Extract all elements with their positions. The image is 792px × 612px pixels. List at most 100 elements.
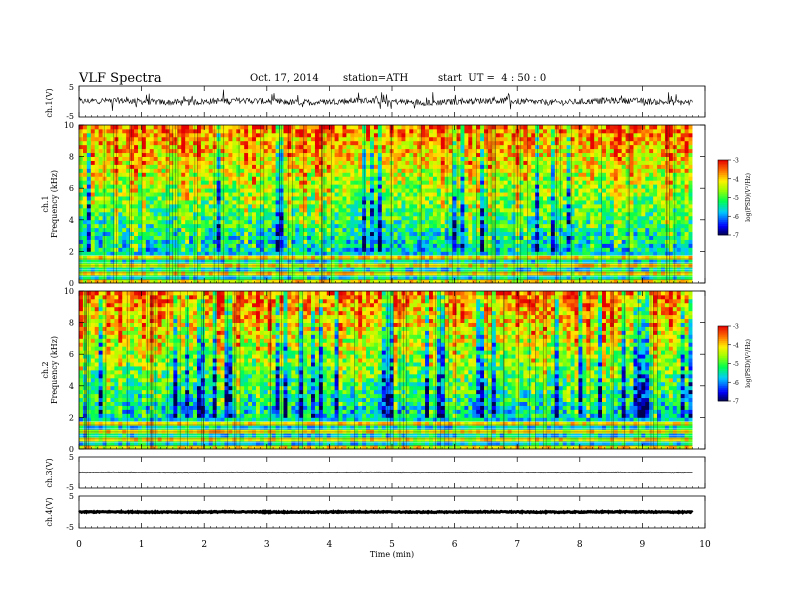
spectrogram-cell (240, 148, 245, 154)
spectrogram-cell (377, 227, 383, 233)
spectrogram-cell (236, 176, 241, 181)
spectrogram-cell (562, 235, 568, 240)
spectrogram-cell (346, 200, 351, 205)
spectrogram-cell (550, 156, 556, 161)
spectrogram-cell (413, 207, 418, 213)
spectrogram-cell (519, 200, 524, 205)
spectrogram-cell (149, 176, 155, 181)
spectrogram-cell (295, 219, 300, 225)
spectrogram-cell (275, 243, 280, 248)
spectrogram-cell (326, 271, 332, 276)
spectrogram-cell (94, 211, 100, 217)
spectrogram-cell (523, 235, 528, 240)
spectrogram-cell (299, 156, 304, 161)
spectrogram-cell (342, 247, 347, 252)
spectrogram-cell (236, 215, 241, 221)
spectrogram-cell (271, 211, 277, 217)
spectrogram-cell (440, 172, 446, 177)
spectrogram-cell (267, 231, 273, 236)
spectrogram-cell (429, 176, 434, 181)
spectrogram-cell (122, 247, 127, 252)
spectrogram-cell (153, 184, 159, 189)
spectrogram-cell (134, 243, 139, 248)
spectrogram-cell (539, 192, 544, 197)
spectrogram-cell (141, 125, 147, 130)
spectrogram-cell (330, 184, 336, 189)
spectrogram-cell (432, 219, 438, 225)
spectrogram-cell (271, 176, 277, 181)
spectrogram-cell (366, 180, 371, 185)
spectrogram-cell (169, 128, 174, 134)
spectrogram-cell (263, 172, 269, 177)
spectrogram-cell (554, 271, 560, 276)
spectrogram-cell (503, 144, 509, 150)
spectrogram-cell (307, 152, 312, 157)
spectrogram-cell (189, 132, 194, 138)
spectrogram-cell (126, 255, 131, 260)
spectrogram-cell (358, 204, 363, 209)
spectrogram-cell (523, 168, 528, 173)
spectrogram-cell (102, 172, 107, 177)
spectrogram-cell (86, 152, 92, 157)
spectrogram-cell (318, 263, 324, 268)
spectrogram-cell (503, 235, 509, 240)
spectrogram-cell (98, 211, 103, 217)
spectrogram-cell (240, 184, 245, 189)
spectrogram-cell (413, 176, 418, 181)
spectrogram-cell (550, 144, 556, 150)
spectrogram-cell (381, 172, 387, 177)
spectrogram-cell (425, 172, 430, 177)
spectrogram-cell (318, 132, 324, 138)
spectrogram-cell (248, 188, 253, 193)
spectrogram-cell (311, 152, 316, 157)
spectrogram-cell (334, 204, 339, 209)
spectrogram-cell (440, 227, 446, 233)
spectrogram-cell (358, 168, 363, 173)
spectrogram-cell (134, 215, 139, 221)
spectrogram-cell (554, 223, 560, 229)
spectrogram-cell (480, 176, 485, 181)
spectrogram-cell (193, 200, 198, 205)
spectrogram-cell (377, 200, 383, 205)
spectrogram-cell (102, 160, 107, 165)
spectrogram-cell (196, 176, 202, 181)
spectrogram-cell (295, 148, 300, 154)
spectrogram-cell (208, 279, 214, 284)
spectrogram-cell (480, 247, 485, 252)
spectrogram-cell (342, 140, 347, 146)
spectrogram-cell (137, 271, 143, 276)
spectrogram-cell (224, 279, 229, 284)
spectrogram-cell (94, 128, 100, 134)
spectrogram-cell (244, 215, 249, 221)
spectrogram-cell (271, 271, 277, 276)
spectrogram-cell (259, 211, 265, 217)
spectrogram-cell (267, 148, 273, 154)
spectrogram-cell (94, 125, 100, 130)
spectrogram-cell (267, 259, 273, 264)
spectrogram-cell (271, 188, 277, 193)
spectrogram-cell (507, 180, 512, 185)
spectrogram-cell (354, 207, 359, 213)
spectrogram-cell (397, 231, 402, 236)
spectrogram-cell (314, 176, 320, 181)
spectrogram-cell (122, 160, 127, 165)
spectrogram-cell (334, 152, 339, 157)
spectrogram-cell (377, 152, 383, 157)
spectrogram-cell (244, 136, 249, 142)
spectrogram-cell (405, 247, 410, 252)
spectrogram-cell (291, 239, 296, 244)
spectrogram-cell (464, 223, 469, 229)
spectrogram-cell (456, 215, 461, 221)
spectrogram-cell (240, 211, 245, 217)
spectrogram-cell (255, 207, 261, 213)
spectrogram-cell (531, 275, 536, 280)
spectrogram-cell (303, 223, 308, 229)
spectrogram-cell (145, 180, 151, 185)
spectrogram-cell (126, 271, 131, 276)
spectrogram-cell (417, 144, 422, 150)
spectrogram-cell (377, 128, 383, 134)
spectrogram-cell (145, 263, 151, 268)
spectrogram-cell (409, 140, 414, 146)
spectrogram-cell (432, 223, 438, 229)
spectrogram-cell (495, 211, 501, 217)
